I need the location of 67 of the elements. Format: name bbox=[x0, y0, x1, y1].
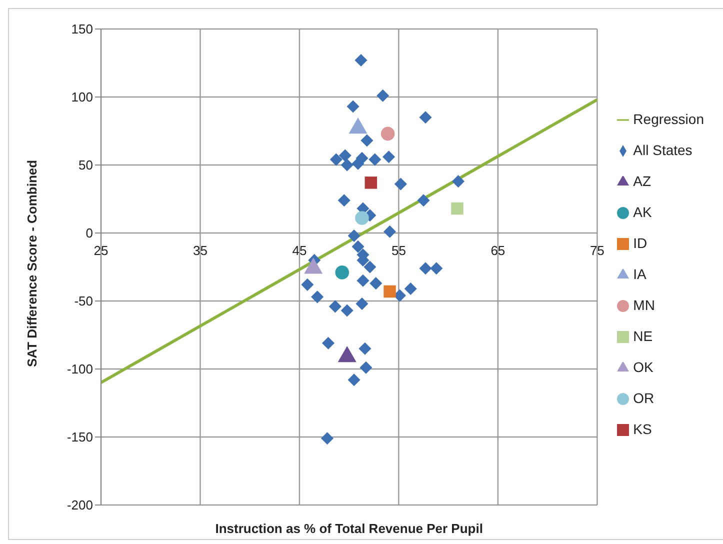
y-tick-label: 50 bbox=[78, 158, 93, 173]
point bbox=[452, 175, 465, 188]
legend-label: ID bbox=[633, 234, 648, 250]
y-tick-label: -150 bbox=[66, 430, 93, 445]
point bbox=[364, 176, 378, 189]
point bbox=[348, 374, 360, 386]
x-tick-label: 35 bbox=[193, 243, 208, 258]
point bbox=[380, 126, 395, 141]
legend-label: MN bbox=[633, 296, 655, 312]
point bbox=[358, 342, 372, 355]
point bbox=[360, 134, 374, 147]
x-axis-title: Instruction as % of Total Revenue Per Pupil bbox=[215, 521, 483, 536]
point bbox=[338, 194, 350, 207]
x-tick-label: 25 bbox=[94, 243, 108, 258]
legend-label: NE bbox=[633, 328, 653, 344]
point bbox=[338, 149, 352, 162]
y-tick-label: 0 bbox=[86, 226, 93, 241]
point bbox=[340, 158, 354, 172]
y-tick-label: 150 bbox=[71, 22, 93, 37]
point bbox=[301, 278, 314, 291]
legend-label: OK bbox=[633, 358, 654, 374]
point bbox=[370, 277, 382, 290]
point bbox=[368, 153, 382, 166]
y-axis-title: SAT Difference Score - Combined bbox=[24, 160, 40, 367]
point bbox=[419, 111, 432, 124]
point bbox=[356, 274, 370, 287]
point bbox=[356, 297, 368, 310]
point bbox=[360, 361, 372, 374]
x-tick-label: 65 bbox=[490, 243, 506, 258]
legend-label: AK bbox=[633, 204, 652, 220]
y-tick-label: -50 bbox=[74, 294, 93, 309]
x-tick-label: 75 bbox=[590, 243, 604, 258]
point bbox=[352, 240, 364, 253]
legend-label: OR bbox=[633, 390, 654, 406]
point bbox=[340, 304, 354, 317]
point bbox=[355, 211, 369, 225]
point bbox=[451, 202, 464, 215]
point bbox=[419, 262, 432, 275]
point bbox=[346, 100, 360, 113]
y-tick-label: -200 bbox=[66, 498, 93, 513]
point bbox=[384, 285, 396, 298]
point bbox=[354, 54, 368, 67]
legend-label: KS bbox=[633, 420, 652, 436]
point bbox=[364, 260, 376, 274]
point bbox=[394, 178, 407, 190]
legend-label: AZ bbox=[633, 172, 652, 188]
legend-label: IA bbox=[633, 266, 646, 282]
point bbox=[320, 432, 334, 445]
point bbox=[330, 153, 342, 166]
x-tick-label: 45 bbox=[292, 243, 307, 258]
point bbox=[335, 266, 350, 280]
point bbox=[376, 89, 390, 102]
legend-label: Regression bbox=[633, 110, 704, 126]
x-tick-label: 55 bbox=[391, 243, 406, 258]
legend-label: All States bbox=[633, 142, 692, 158]
point bbox=[430, 262, 443, 275]
point bbox=[382, 150, 396, 164]
point bbox=[328, 300, 342, 313]
point bbox=[404, 282, 417, 296]
y-tick-label: 100 bbox=[71, 90, 93, 105]
point bbox=[348, 229, 360, 242]
point bbox=[383, 225, 396, 238]
point bbox=[356, 152, 368, 164]
point bbox=[322, 336, 335, 350]
y-tick-label: -100 bbox=[66, 362, 93, 377]
point bbox=[311, 290, 324, 304]
point bbox=[417, 194, 430, 207]
